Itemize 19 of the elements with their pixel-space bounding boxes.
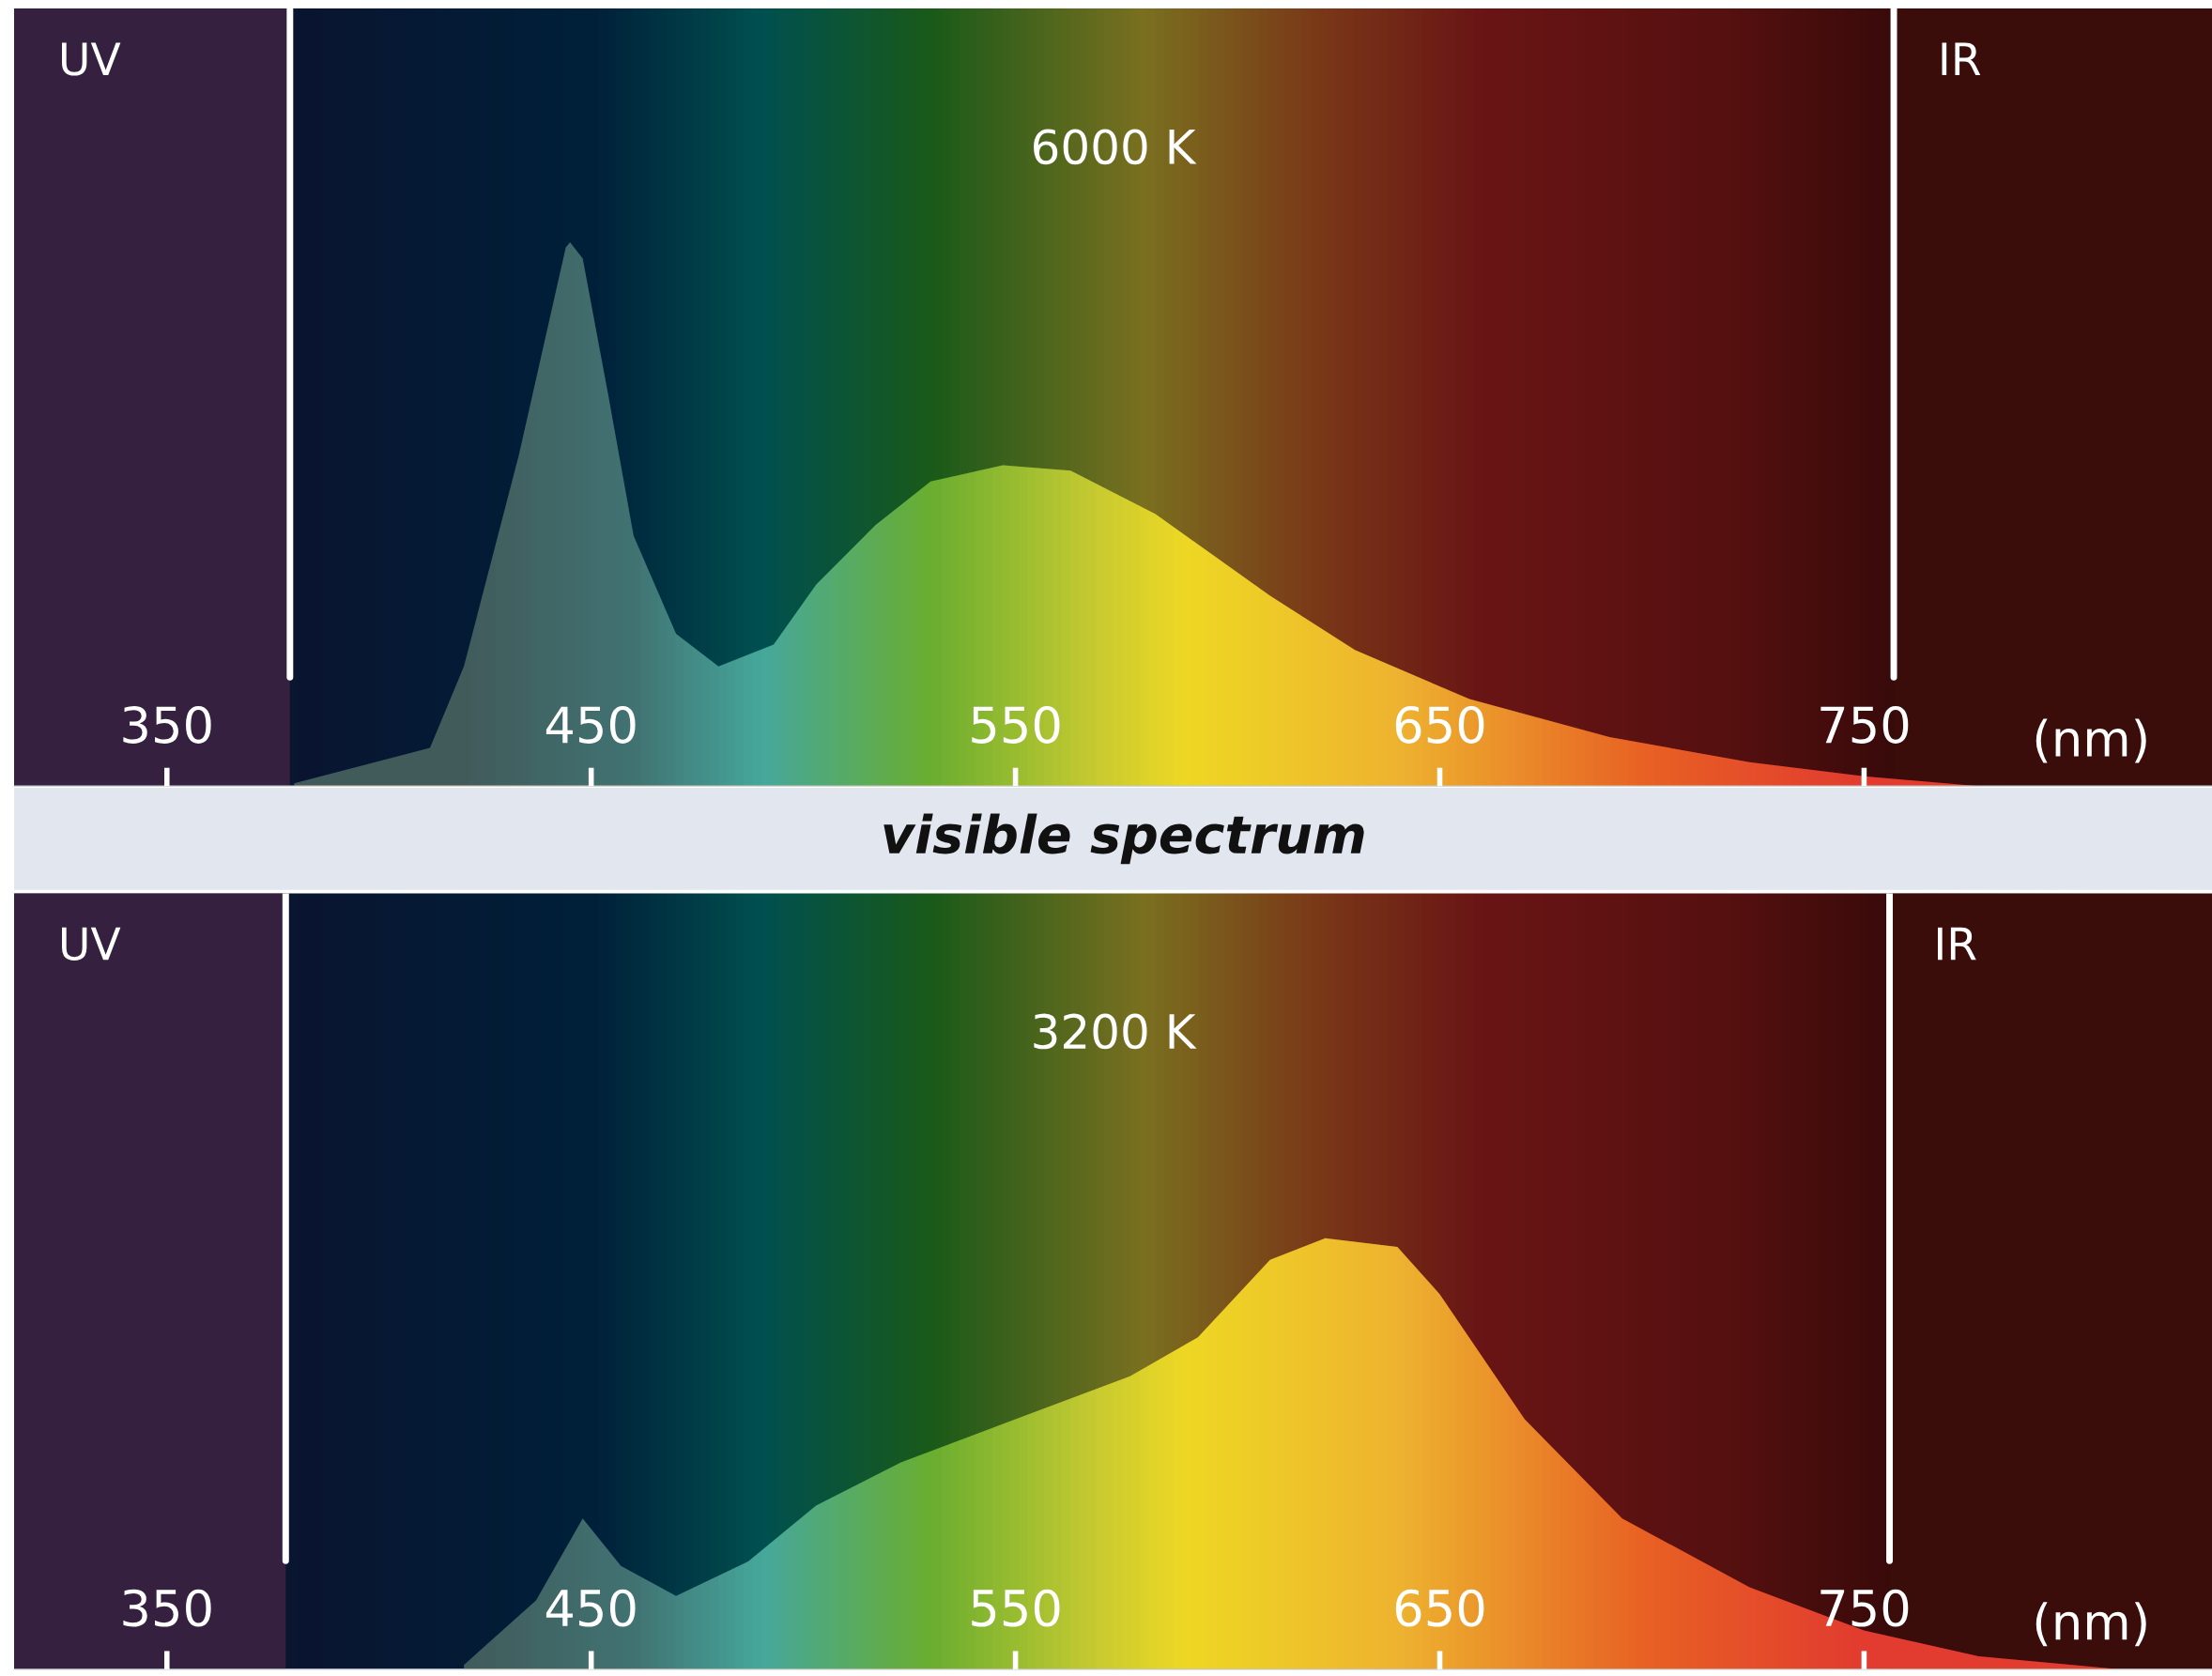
x-tick-label: 750 xyxy=(1820,705,1909,744)
text: visible spectrum xyxy=(883,813,1364,865)
x-tick-label: 450 xyxy=(545,1589,636,1627)
x-tick-label: 650 xyxy=(1395,1589,1484,1627)
x-tick-label: 350 xyxy=(123,1589,211,1627)
band-label: IR xyxy=(1942,42,1981,75)
band-label: UV xyxy=(62,927,121,961)
x-axis-title: (nm) xyxy=(2035,718,2146,763)
band-label: IR xyxy=(1938,927,1976,961)
chart-title: 3200 K xyxy=(1034,1013,1197,1050)
x-tick-label: 550 xyxy=(972,705,1060,744)
band-label: UV xyxy=(62,42,121,76)
x-tick-label: 350 xyxy=(123,705,211,744)
x-tick-label: 550 xyxy=(972,1589,1060,1627)
x-tick-label: 450 xyxy=(545,705,636,744)
x-tick-label: 750 xyxy=(1820,1589,1909,1627)
x-tick-label: 650 xyxy=(1395,705,1484,744)
chart-title: 6000 K xyxy=(1034,129,1197,165)
x-axis-title: (nm) xyxy=(2035,1602,2146,1647)
